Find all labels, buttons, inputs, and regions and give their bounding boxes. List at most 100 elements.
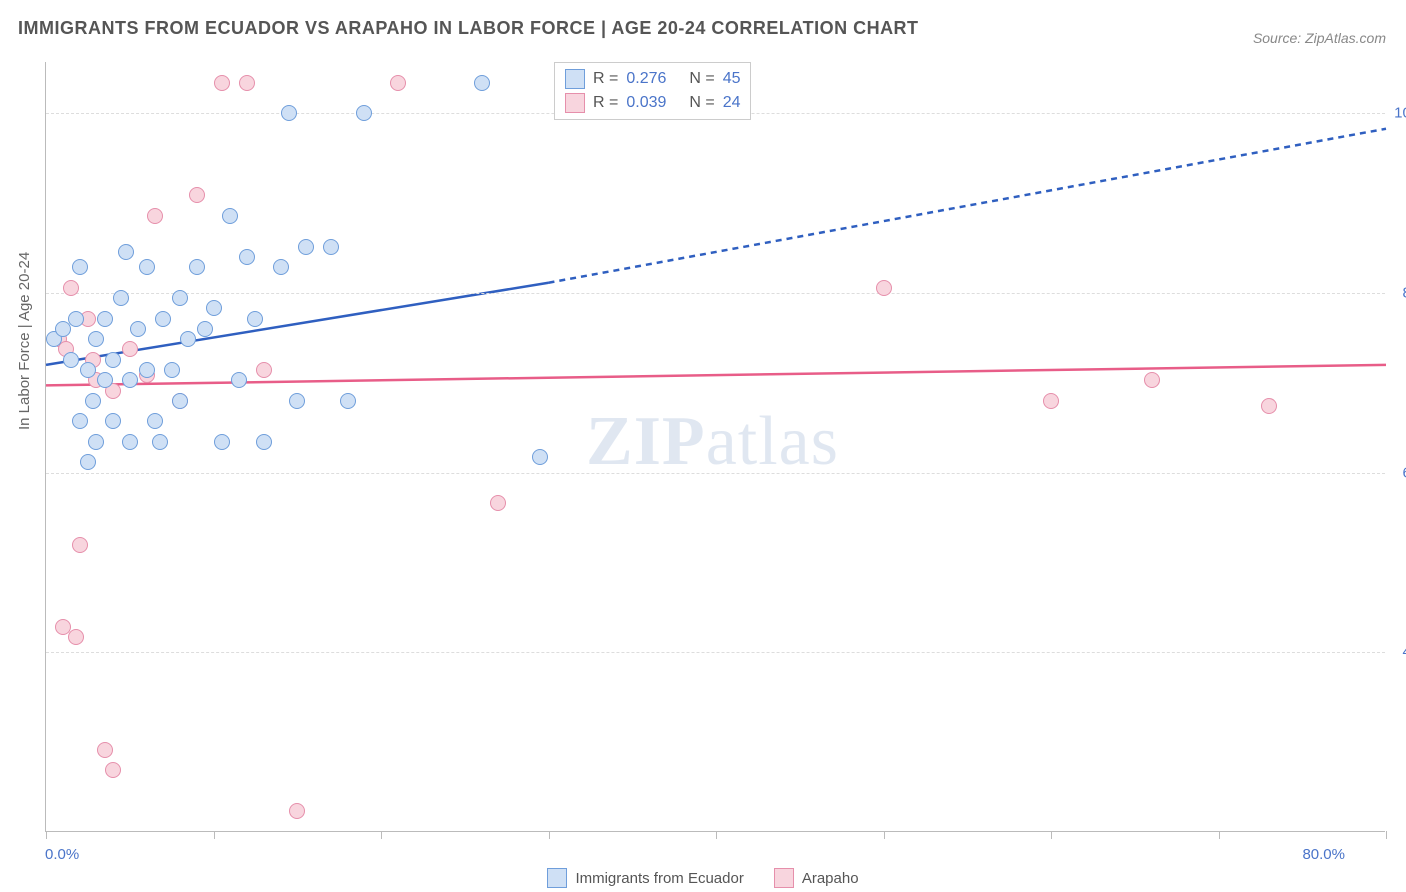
data-point-ecuador: [105, 413, 121, 429]
data-point-ecuador: [152, 434, 168, 450]
data-point-ecuador: [147, 413, 163, 429]
data-point-ecuador: [197, 321, 213, 337]
data-point-arapaho: [876, 280, 892, 296]
y-tick-label: 65.0%: [1402, 464, 1406, 481]
x-tick: [549, 831, 550, 839]
data-point-arapaho: [189, 187, 205, 203]
gridline-horizontal: [46, 652, 1385, 653]
legend-n-label: N =: [689, 94, 714, 112]
data-point-arapaho: [214, 75, 230, 91]
data-point-ecuador: [323, 239, 339, 255]
data-point-ecuador: [164, 362, 180, 378]
legend-n-value-arapaho: 24: [723, 94, 741, 112]
data-point-arapaho: [490, 495, 506, 511]
data-point-ecuador: [97, 372, 113, 388]
legend-n-label: N =: [689, 70, 714, 88]
legend-row-ecuador: R = 0.276 N = 45: [565, 67, 740, 91]
series-legend: Immigrants from Ecuador Arapaho: [0, 868, 1406, 888]
legend-swatch-arapaho: [565, 93, 585, 113]
data-point-ecuador: [155, 311, 171, 327]
data-point-ecuador: [356, 105, 372, 121]
data-point-arapaho: [122, 341, 138, 357]
x-tick: [1051, 831, 1052, 839]
data-point-ecuador: [172, 290, 188, 306]
data-point-ecuador: [281, 105, 297, 121]
legend-r-label: R =: [593, 94, 618, 112]
data-point-ecuador: [532, 449, 548, 465]
data-point-ecuador: [97, 311, 113, 327]
scatter-plot-area: ZIPatlas 47.5%65.0%82.5%100.0%: [45, 62, 1385, 832]
data-point-arapaho: [147, 208, 163, 224]
data-point-ecuador: [105, 352, 121, 368]
legend-r-label: R =: [593, 70, 618, 88]
x-tick: [381, 831, 382, 839]
x-tick: [716, 831, 717, 839]
x-tick: [1386, 831, 1387, 839]
data-point-ecuador: [172, 393, 188, 409]
data-point-ecuador: [130, 321, 146, 337]
legend-item-arapaho: Arapaho: [774, 868, 859, 888]
y-tick-label: 100.0%: [1394, 105, 1406, 122]
data-point-ecuador: [474, 75, 490, 91]
legend-r-value-arapaho: 0.039: [626, 94, 681, 112]
data-point-ecuador: [55, 321, 71, 337]
data-point-ecuador: [273, 259, 289, 275]
data-point-ecuador: [139, 259, 155, 275]
data-point-arapaho: [72, 537, 88, 553]
data-point-ecuador: [139, 362, 155, 378]
x-tick: [1219, 831, 1220, 839]
legend-row-arapaho: R = 0.039 N = 24: [565, 91, 740, 115]
data-point-ecuador: [298, 239, 314, 255]
legend-swatch-ecuador-bottom: [547, 868, 567, 888]
data-point-ecuador: [231, 372, 247, 388]
data-point-ecuador: [206, 300, 222, 316]
legend-r-value-ecuador: 0.276: [626, 70, 681, 88]
data-point-ecuador: [122, 434, 138, 450]
x-tick: [884, 831, 885, 839]
legend-label-ecuador: Immigrants from Ecuador: [575, 870, 743, 887]
legend-n-value-ecuador: 45: [723, 70, 741, 88]
data-point-arapaho: [68, 629, 84, 645]
trend-line: [46, 365, 1386, 386]
data-point-ecuador: [88, 434, 104, 450]
legend-swatch-arapaho-bottom: [774, 868, 794, 888]
watermark-rest: atlas: [706, 403, 839, 480]
trend-line: [549, 129, 1387, 283]
x-tick: [46, 831, 47, 839]
data-point-ecuador: [72, 413, 88, 429]
data-point-ecuador: [88, 331, 104, 347]
data-point-ecuador: [85, 393, 101, 409]
data-point-ecuador: [340, 393, 356, 409]
data-point-ecuador: [80, 362, 96, 378]
data-point-ecuador: [72, 259, 88, 275]
legend-label-arapaho: Arapaho: [802, 870, 859, 887]
data-point-ecuador: [118, 244, 134, 260]
data-point-arapaho: [1043, 393, 1059, 409]
data-point-ecuador: [68, 311, 84, 327]
data-point-ecuador: [113, 290, 129, 306]
data-point-ecuador: [222, 208, 238, 224]
y-tick-label: 82.5%: [1402, 285, 1406, 302]
data-point-ecuador: [122, 372, 138, 388]
chart-title: IMMIGRANTS FROM ECUADOR VS ARAPAHO IN LA…: [18, 18, 919, 39]
legend-item-ecuador: Immigrants from Ecuador: [547, 868, 743, 888]
gridline-horizontal: [46, 473, 1385, 474]
data-point-arapaho: [289, 803, 305, 819]
data-point-ecuador: [80, 454, 96, 470]
data-point-arapaho: [97, 742, 113, 758]
y-axis-label: In Labor Force | Age 20-24: [16, 252, 33, 430]
y-tick-label: 47.5%: [1402, 644, 1406, 661]
data-point-arapaho: [239, 75, 255, 91]
data-point-arapaho: [390, 75, 406, 91]
legend-swatch-ecuador: [565, 69, 585, 89]
watermark-bold: ZIP: [586, 403, 706, 480]
data-point-ecuador: [180, 331, 196, 347]
data-point-ecuador: [256, 434, 272, 450]
source-attribution: Source: ZipAtlas.com: [1253, 30, 1386, 46]
data-point-ecuador: [289, 393, 305, 409]
data-point-ecuador: [189, 259, 205, 275]
data-point-arapaho: [1261, 398, 1277, 414]
gridline-horizontal: [46, 293, 1385, 294]
correlation-legend: R = 0.276 N = 45 R = 0.039 N = 24: [554, 62, 751, 120]
data-point-ecuador: [239, 249, 255, 265]
